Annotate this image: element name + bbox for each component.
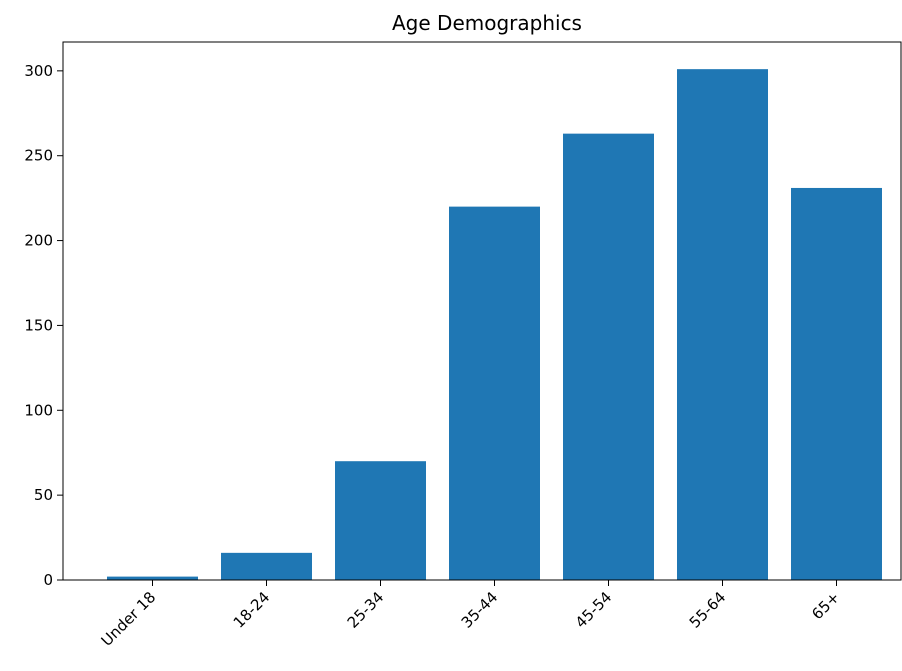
x-tick-label: Under 18 — [98, 588, 160, 650]
x-tick-label: 55-64 — [686, 588, 730, 632]
y-tick-label: 50 — [34, 486, 53, 504]
y-tick-label: 300 — [24, 62, 53, 80]
chart-title: Age Demographics — [392, 11, 582, 35]
y-axis: 0 50 100 150 200 250 300 — [24, 62, 63, 589]
x-tick-label: 18-24 — [230, 588, 274, 632]
bars-group — [107, 69, 882, 581]
plot-frame — [62, 41, 902, 581]
bar-25-34 — [335, 461, 426, 580]
bar-under-18 — [107, 576, 198, 580]
bar-18-24 — [221, 552, 312, 580]
y-tick-label: 200 — [24, 232, 53, 250]
x-tick-label: 35-44 — [458, 588, 502, 632]
x-tick-label: 45-54 — [572, 588, 616, 632]
x-axis: Under 18 18-24 25-34 35-44 45-54 55-64 65+ — [98, 580, 843, 650]
bar-65- — [791, 187, 882, 580]
bar-55-64 — [677, 69, 768, 580]
bar-35-44 — [449, 206, 540, 580]
y-tick-label: 100 — [24, 401, 53, 419]
bar-45-54 — [563, 133, 654, 581]
y-tick-label: 250 — [24, 147, 53, 165]
x-tick-label: 25-34 — [344, 588, 388, 632]
y-tick-label: 0 — [43, 571, 53, 589]
y-tick-label: 150 — [24, 316, 53, 334]
x-tick-label: 65+ — [808, 588, 843, 623]
